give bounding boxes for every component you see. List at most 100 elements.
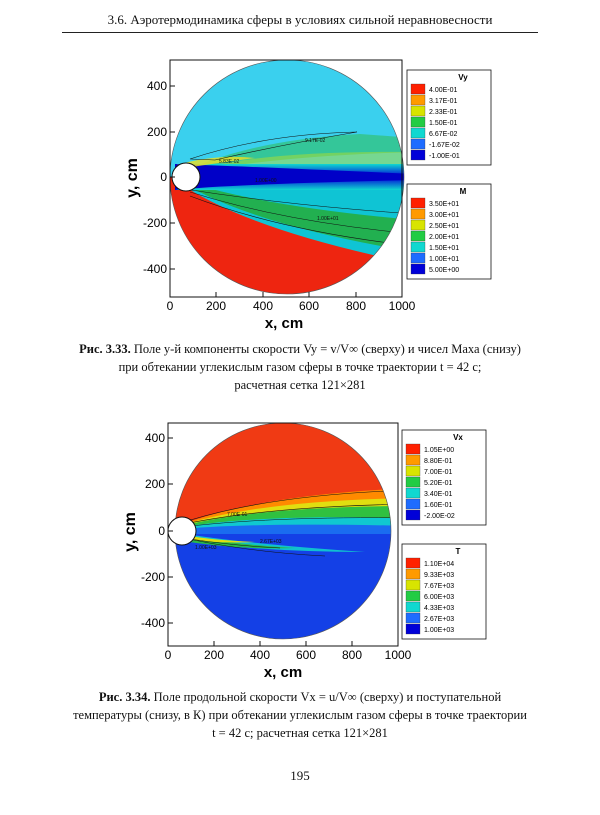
figure1-caption-line1: Поле y-й компоненты скорости Vy = v/V∞ (… bbox=[133, 342, 521, 356]
legend-swatch bbox=[410, 208, 426, 220]
figure1-caption-line2: при обтекании углекислым газом сферы в т… bbox=[118, 360, 482, 374]
figure2-caption-line1: Поле продольной скорости Vx = u/V∞ (свер… bbox=[153, 690, 502, 704]
y-axis-label: y, cm bbox=[122, 512, 139, 552]
field-disk-2: 7.00E-01 1.00E+03 2.67E+03 bbox=[175, 423, 391, 639]
sphere-body bbox=[171, 162, 201, 192]
legend-level-label: 7.67E+03 bbox=[424, 583, 454, 590]
legend-mach: M3.50E+01 3.00E+01 2.50E+01 2.00E+01 1.50E+0… bbox=[406, 183, 492, 280]
running-title: 3.6. Аэротермодинамика сферы в условиях … bbox=[107, 12, 493, 27]
y-tick-label: 0 bbox=[160, 170, 167, 184]
y-tick-label: -200 bbox=[143, 216, 167, 230]
legend-level-label: 4.00E-01 bbox=[429, 87, 458, 94]
legend-level-label: 1.00E+01 bbox=[429, 256, 459, 263]
legend-vy: Vy4.00E-01 3.17E-01 2.33E-01 1.50E-01 6.67E-… bbox=[406, 69, 492, 166]
legend-level-label: 2.50E+01 bbox=[429, 223, 459, 230]
x-tick-label: 1000 bbox=[385, 648, 412, 662]
legend-title: T bbox=[456, 547, 461, 556]
contour-label: 1.00E+00 bbox=[255, 178, 277, 184]
y-tick-label: 200 bbox=[147, 125, 167, 139]
legend-level-label: 5.00E+00 bbox=[429, 267, 459, 274]
figure2-caption-label: Рис. 3.34. bbox=[98, 690, 151, 704]
x-tick-label: 400 bbox=[250, 648, 270, 662]
legend-swatch bbox=[410, 241, 426, 253]
plot-frame bbox=[169, 59, 403, 298]
legend-level-label: 3.40E-01 bbox=[424, 491, 453, 498]
contour-label: 7.00E-01 bbox=[227, 512, 248, 518]
x-tick-label: 400 bbox=[253, 299, 273, 313]
legend-level-label: 4.33E+03 bbox=[424, 605, 454, 612]
figure1-caption-label: Рис. 3.33. bbox=[79, 342, 131, 356]
legend-level-label: -1.00E-01 bbox=[429, 153, 460, 160]
legend-level-label: 3.17E-01 bbox=[429, 98, 458, 105]
figure1-caption: Рис. 3.33. Поле y-й компоненты скорости … bbox=[62, 340, 538, 394]
legend-swatch bbox=[405, 476, 421, 488]
legend-swatch bbox=[410, 94, 426, 106]
figure-vx-temperature: 7.00E-01 1.00E+03 2.67E+03 400 200 0 -20… bbox=[95, 420, 505, 682]
legend-swatch bbox=[405, 557, 421, 569]
page-number: 195 bbox=[290, 768, 310, 783]
legend-temperature: T1.10E+04 9.33E+03 7.67E+03 6.00E+03 4.33E+0… bbox=[401, 543, 487, 640]
contour-label: 1.00E+03 bbox=[195, 545, 217, 551]
legend-swatch bbox=[410, 138, 426, 150]
legend-swatch bbox=[405, 454, 421, 466]
x-tick-label: 0 bbox=[167, 299, 174, 313]
x-axis-label: x, cm bbox=[264, 664, 302, 681]
legend-title: Vx bbox=[453, 433, 463, 442]
x-tick-label: 200 bbox=[206, 299, 226, 313]
legend-swatch bbox=[405, 568, 421, 580]
y-tick-label: 400 bbox=[147, 79, 167, 93]
y-tick-label: 200 bbox=[145, 477, 165, 491]
x-tick-label: 800 bbox=[342, 648, 362, 662]
legend-swatch bbox=[410, 105, 426, 117]
y-tick-label: -400 bbox=[141, 616, 165, 630]
legend-level-label: 1.05E+00 bbox=[424, 447, 454, 454]
legend-level-label: 1.00E+03 bbox=[424, 627, 454, 634]
x-tick-label: 200 bbox=[204, 648, 224, 662]
y-axis-label: y, cm bbox=[124, 158, 141, 198]
x-tick-label: 800 bbox=[346, 299, 366, 313]
x-tick-label: 1000 bbox=[389, 299, 416, 313]
legend-level-label: 8.80E-01 bbox=[424, 458, 453, 465]
legend-swatch bbox=[405, 623, 421, 635]
contour-label: 9.17E-02 bbox=[305, 138, 326, 144]
legend-swatch bbox=[405, 601, 421, 613]
legend-title: M bbox=[460, 187, 467, 196]
legend-level-label: 1.10E+04 bbox=[424, 561, 454, 568]
legend-swatch bbox=[405, 498, 421, 510]
legend-swatch bbox=[410, 116, 426, 128]
legend-level-label: 1.60E-01 bbox=[424, 502, 453, 509]
figure-vx-temperature-plot: 7.00E-01 1.00E+03 2.67E+03 400 200 0 -20… bbox=[122, 422, 487, 681]
legend-level-label: 2.00E+01 bbox=[429, 234, 459, 241]
legend-level-label: 5.20E-01 bbox=[424, 480, 453, 487]
y-axis: 400 200 0 -200 -400 y, cm bbox=[124, 79, 175, 276]
legend-level-label: 6.67E-02 bbox=[429, 131, 458, 138]
legend-swatch bbox=[410, 263, 426, 275]
legend-title: Vy bbox=[458, 73, 468, 82]
legend-level-label: -1.67E-02 bbox=[429, 142, 460, 149]
contour-label: 1.00E+01 bbox=[317, 216, 339, 222]
legend-level-label: 2.67E+03 bbox=[424, 616, 454, 623]
legend-level-label: 9.33E+03 bbox=[424, 572, 454, 579]
figure1-caption-line3: расчетная сетка 121×281 bbox=[234, 378, 366, 392]
legend-swatch bbox=[410, 127, 426, 139]
legend-level-label: 2.33E-01 bbox=[429, 109, 458, 116]
figure-vy-mach: 9.17E-02 5.83E-02 1.00E+00 1.00E+01 400 … bbox=[95, 56, 505, 334]
legend-swatch bbox=[405, 487, 421, 499]
x-axis-label: x, cm bbox=[265, 315, 303, 332]
y-tick-label: -200 bbox=[141, 570, 165, 584]
x-tick-label: 600 bbox=[299, 299, 319, 313]
legend-swatch bbox=[405, 443, 421, 455]
contour-label: 2.67E+03 bbox=[260, 539, 282, 545]
x-tick-label: 0 bbox=[165, 648, 172, 662]
x-tick-label: 600 bbox=[296, 648, 316, 662]
contour-label: 5.83E-02 bbox=[219, 159, 240, 165]
legend-swatch bbox=[405, 465, 421, 477]
legend-level-label: 3.00E+01 bbox=[429, 212, 459, 219]
y-tick-label: -400 bbox=[143, 262, 167, 276]
legend-level-label: 1.50E-01 bbox=[429, 120, 458, 127]
legend-swatch bbox=[410, 252, 426, 264]
figure-vy-mach-plot: 9.17E-02 5.83E-02 1.00E+00 1.00E+01 400 … bbox=[124, 59, 492, 332]
figure2-caption: Рис. 3.34. Поле продольной скорости Vx =… bbox=[62, 688, 538, 742]
legend-swatch bbox=[410, 197, 426, 209]
figure2-caption-line3: t = 42 с; расчетная сетка 121×281 bbox=[212, 726, 388, 740]
